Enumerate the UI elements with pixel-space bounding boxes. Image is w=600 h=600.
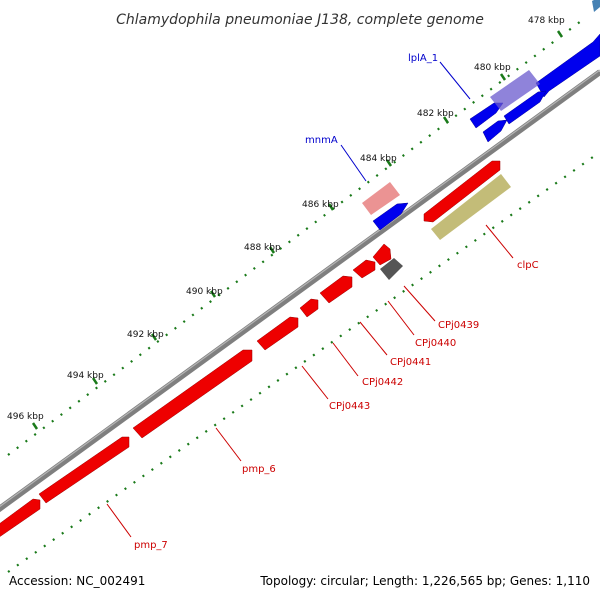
tick-label-494: 494 kbp [67, 371, 104, 381]
tick-label-488: 488 kbp [244, 243, 281, 253]
gene-reverse-491[interactable] [256, 316, 299, 351]
label-lplA_1[interactable]: lplA_1 [408, 53, 438, 64]
leader-mnmA [340, 144, 367, 182]
tick-label-482: 482 kbp [417, 109, 454, 119]
reverse-strand-features [0, 160, 511, 540]
leader-pmp_7 [106, 503, 132, 538]
gene-CPj0441[interactable] [352, 259, 376, 279]
label-CPj0440[interactable]: CPj0440 [415, 338, 456, 349]
label-CPj0441[interactable]: CPj0441 [390, 357, 431, 368]
gene-CPj0439[interactable] [372, 243, 392, 266]
gene-CPj0442[interactable] [319, 275, 353, 304]
major-tick [442, 116, 450, 124]
leader-CPj0442 [332, 342, 359, 377]
major-tick [209, 290, 217, 298]
tick-label-496: 496 kbp [7, 412, 44, 422]
major-tick [150, 333, 158, 341]
leader-CPj0441 [359, 321, 388, 356]
gene-forward-481[interactable] [482, 119, 508, 143]
gene-pmp_7[interactable] [38, 436, 130, 504]
gene-mnmA[interactable] [372, 202, 409, 231]
major-tick [385, 159, 393, 167]
label-clpC[interactable]: clpC [517, 260, 539, 271]
tick-label-478: 478 kbp [528, 16, 565, 26]
gene-clpC[interactable] [431, 174, 511, 240]
gene-labels: lplA_1 mnmA clpC CPj0439 CPj0440 CPj0441… [106, 53, 539, 551]
label-CPj0439[interactable]: CPj0439 [438, 320, 479, 331]
major-ticks [31, 30, 564, 430]
label-CPj0443[interactable]: CPj0443 [329, 401, 370, 412]
label-pmp_6[interactable]: pmp_6 [242, 464, 276, 475]
leader-CPj0439 [403, 285, 436, 322]
major-tick [556, 30, 564, 38]
gene-CPj0443[interactable] [299, 298, 319, 318]
major-tick [91, 377, 99, 385]
tick-label-480: 480 kbp [474, 63, 511, 73]
gene-reverse-edge[interactable] [0, 498, 41, 540]
leader-pmp_6 [215, 427, 242, 462]
gene-clpC-region[interactable] [423, 160, 501, 223]
gene-corner-feature[interactable] [592, 0, 600, 12]
genome-backbone [0, 69, 600, 513]
leader-lplA_1 [439, 61, 471, 100]
inner-dotted-track [7, 151, 600, 573]
forward-strand-features [362, 0, 600, 231]
tick-label-484: 484 kbp [360, 154, 397, 164]
major-tick [268, 246, 276, 254]
gene-forward-480[interactable] [503, 90, 547, 125]
leader-CPj0443 [301, 365, 329, 400]
genome-summary-text: Topology: circular; Length: 1,226,565 bp… [259, 574, 590, 588]
label-CPj0442[interactable]: CPj0442 [362, 377, 403, 388]
gene-forward-478[interactable] [535, 33, 600, 98]
outer-dotted-track [7, 17, 586, 456]
accession-text: Accession: NC_002491 [9, 574, 145, 588]
leader-CPj0440 [387, 300, 415, 336]
gene-CPj0440[interactable] [380, 258, 403, 280]
tick-label-486: 486 kbp [302, 200, 339, 210]
tick-labels: 478 kbp 480 kbp 482 kbp 484 kbp 486 kbp … [7, 16, 565, 422]
major-tick [327, 203, 335, 211]
gene-pmp_6[interactable] [132, 349, 253, 439]
backbone-line [0, 69, 600, 513]
outer-tick-track [7, 17, 586, 456]
label-pmp_7[interactable]: pmp_7 [134, 540, 168, 551]
backbone-highlight [0, 69, 600, 508]
label-mnmA[interactable]: mnmA [305, 135, 338, 146]
tick-label-490: 490 kbp [186, 287, 223, 297]
major-tick [31, 422, 39, 430]
tick-label-492: 492 kbp [127, 330, 164, 340]
map-title: Chlamydophila pneumoniae J138, complete … [116, 12, 484, 28]
major-tick [499, 73, 507, 81]
trna-feature-485[interactable] [362, 182, 400, 215]
trna-feature-480[interactable] [490, 70, 540, 111]
leader-clpC [485, 224, 514, 259]
